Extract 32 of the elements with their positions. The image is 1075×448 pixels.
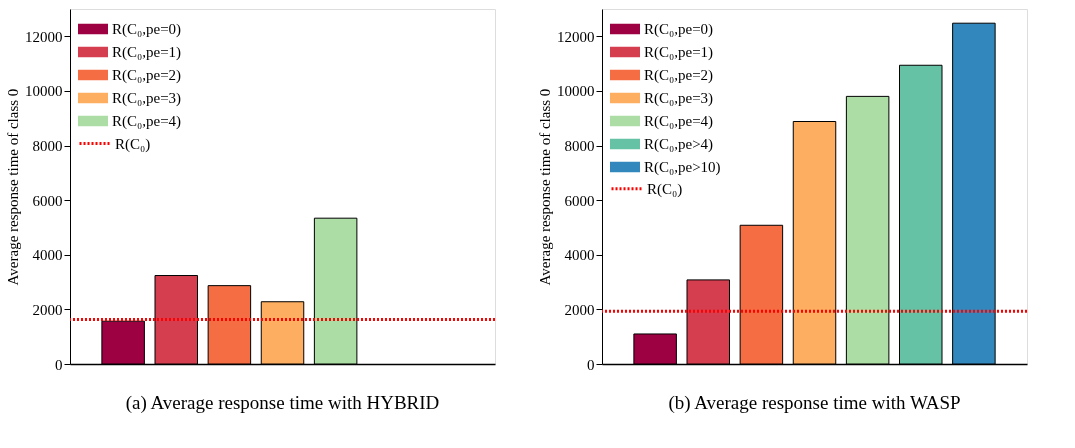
y-tick-label: 10000 [25,83,63,100]
legend-label: R(C₀,pe=0) [644,21,714,38]
legend-label: R(C₀,pe=1) [644,44,714,61]
y-tick-label: 2000 [564,301,595,318]
legend-label: R(C₀,pe=3) [644,90,714,107]
legend-label: R(C₀,pe=2) [112,67,182,84]
y-tick-label: 8000 [32,138,63,155]
legend-label: R(C₀,pe=1) [112,44,182,61]
y-tick-label: 0 [587,356,595,373]
y-tick-label: 4000 [32,247,63,264]
legend-label: R(C₀,pe=4) [112,113,182,130]
y-tick-label: 4000 [564,247,595,264]
text: (b) Average response time with WASP [668,392,961,414]
y-tick-label: 10000 [557,83,595,100]
y-tick-label: 0 [55,356,63,373]
y-tick-label: 12000 [25,28,63,45]
y-axis-title: Average response time of class 0 [537,88,553,286]
y-tick-label: 6000 [32,192,63,209]
legend-label: R(C₀) [647,180,683,198]
legend-label: R(C₀,pe=0) [112,21,182,38]
text: (a) Average response time with HYBRID [125,392,440,414]
legend-label: R(C₀,pe=3) [112,90,182,107]
legend-label: R(C₀,pe>4) [644,136,714,153]
y-tick-label: 6000 [564,192,595,209]
legend-label: R(C₀,pe=2) [644,67,714,84]
y-tick-label: 12000 [557,28,595,45]
legend-label: R(C₀,pe=4) [644,113,714,130]
y-tick-label: 8000 [564,138,595,155]
legend-label: R(C₀,pe>10) [644,159,721,176]
legend-label: R(C₀) [115,135,151,153]
y-axis-title: Average response time of class 0 [5,88,21,286]
y-tick-label: 2000 [32,301,63,318]
